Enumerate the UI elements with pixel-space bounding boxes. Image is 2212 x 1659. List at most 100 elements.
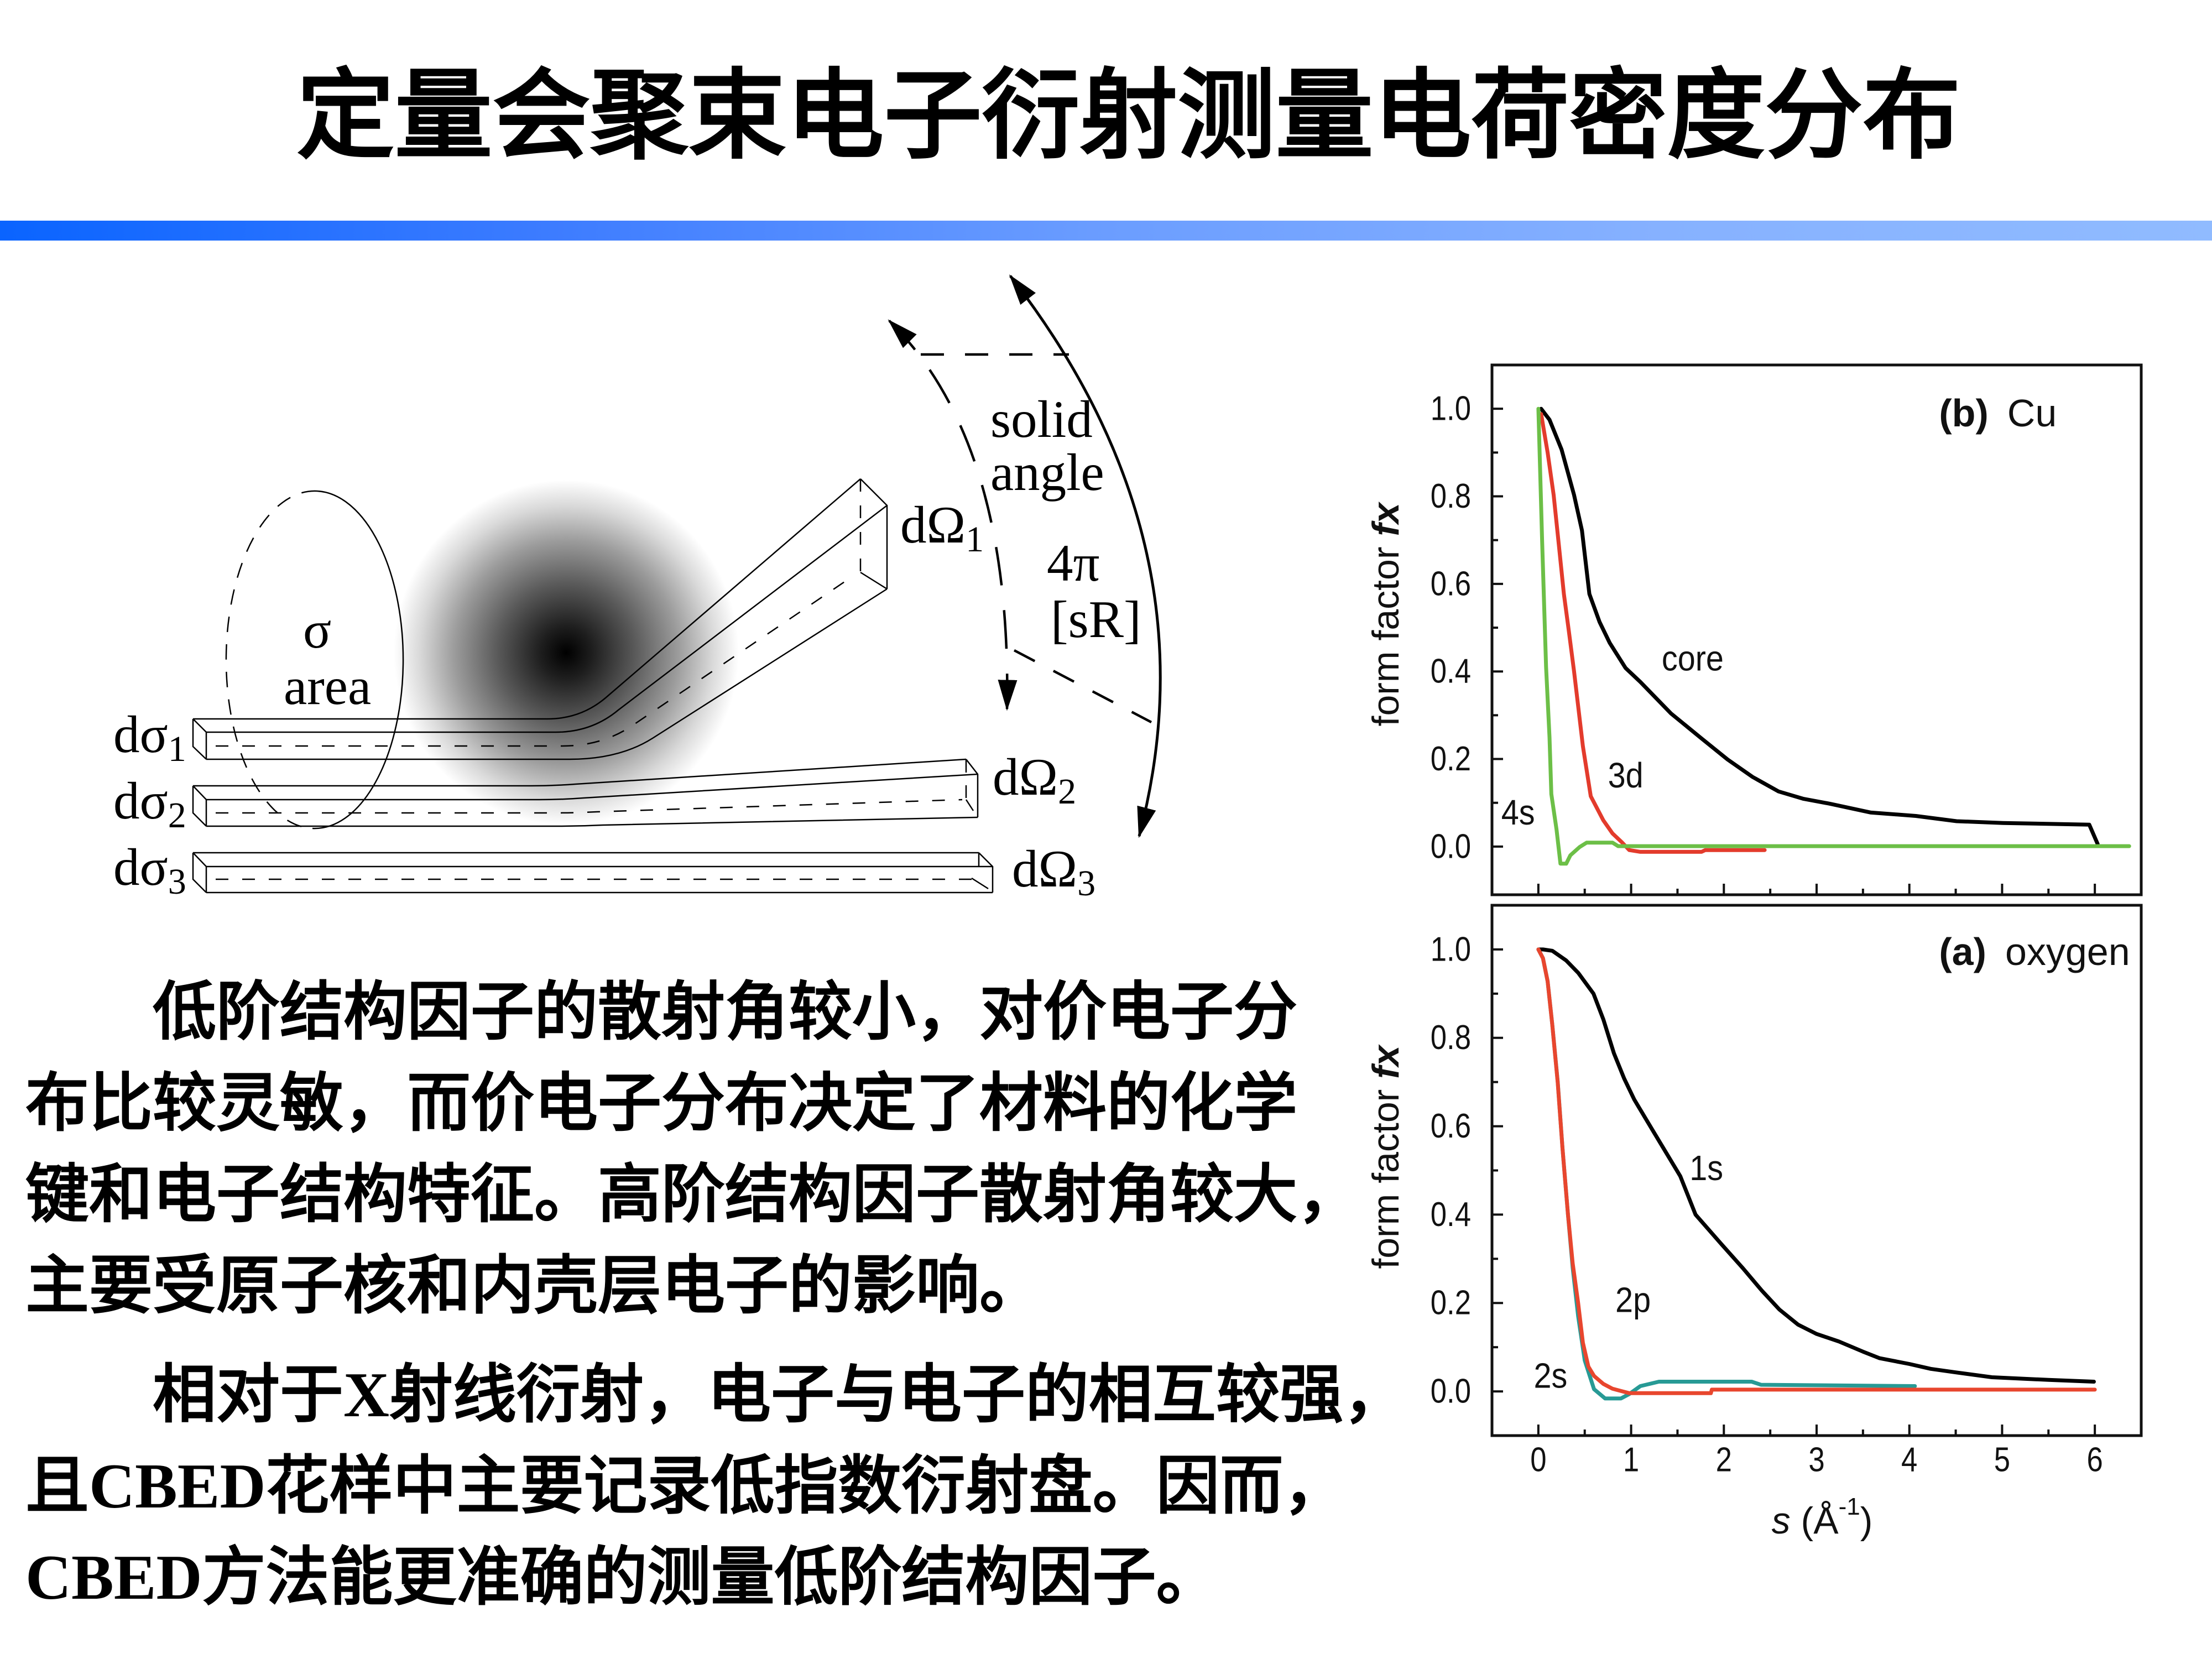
series-layer xyxy=(1536,406,2131,866)
tick-marks xyxy=(1492,948,2096,1436)
label-steradian: [sR] xyxy=(1051,590,1141,649)
x-axis-unit-exponent: -1 xyxy=(1839,1493,1860,1520)
label-solid: solid xyxy=(990,390,1093,448)
label-d-omega-3: dΩ3 xyxy=(1012,839,1095,904)
beam-2 xyxy=(192,758,979,827)
beam-3 xyxy=(192,852,994,894)
curve-labels: 1s 2p 2s xyxy=(1533,1148,1723,1395)
label-d-sigma-1: dσ1 xyxy=(113,705,186,769)
x-tick-label: 4 xyxy=(1901,1441,1917,1479)
y-tick-label: 0.6 xyxy=(1431,1107,1471,1145)
panel-tag: (b) xyxy=(1939,392,1988,435)
curve-label-3d: 3d xyxy=(1608,755,1644,795)
label-subscript: 3 xyxy=(1077,863,1095,904)
x-tick-label: 0 xyxy=(1530,1441,1546,1479)
y-axis-label-symbol: fx xyxy=(1365,501,1407,536)
x-tick-label: 2 xyxy=(1716,1441,1732,1479)
x-tick-label: 6 xyxy=(2086,1441,2103,1479)
y-tick-label: 0.8 xyxy=(1431,1019,1471,1057)
series-layer xyxy=(1536,947,2097,1401)
paragraph-line: 相对于X射线衍射，电子与电子的相互较强， xyxy=(153,1360,1407,1430)
solid-angle-dashed-arrow xyxy=(888,319,1018,711)
paragraph-line: 主要受原子核和内壳层电子的影响。 xyxy=(25,1251,1044,1321)
label-d-sigma-3: dσ3 xyxy=(113,838,186,902)
y-tick-label: 0.4 xyxy=(1431,1196,1471,1234)
curve-label-4s: 4s xyxy=(1501,792,1535,832)
panel-element-name: Cu xyxy=(2007,392,2057,435)
paragraph-line: 键和电子结构特征。高阶结构因子散射角较大， xyxy=(25,1160,1361,1230)
curve-label-core: core xyxy=(1662,639,1724,678)
label-base: dΩ xyxy=(993,748,1058,806)
y-tick-label: 0.2 xyxy=(1431,1284,1471,1322)
ellipse-back-half xyxy=(225,490,317,830)
label-base: dσ xyxy=(113,705,168,764)
scattering-diagram: solid angle 4π [sR] σ area dσ1 dσ2 dσ3 d… xyxy=(113,274,1162,904)
scattering-potential-blob xyxy=(394,480,739,825)
series-1s-line xyxy=(1536,947,2096,1384)
paragraph-line: 且CBED花样中主要记录低指数衍射盘。因而， xyxy=(25,1451,1347,1521)
series-3d-line xyxy=(1539,412,1767,854)
paragraph-line: 布比较灵敏，而价电子分布决定了材料的化学 xyxy=(25,1068,1298,1139)
y-tick-label: 1.0 xyxy=(1431,930,1471,968)
y-tick-label: 0.0 xyxy=(1431,1373,1471,1411)
x-axis-unit: (Å xyxy=(1791,1500,1839,1542)
curve-label-2p: 2p xyxy=(1615,1280,1651,1319)
label-d-omega-2: dΩ2 xyxy=(993,748,1076,812)
solid-angle-bottom-dashed-line xyxy=(1013,649,1152,723)
label-base: dσ xyxy=(113,838,168,896)
plot-frame xyxy=(1490,363,2143,896)
label-base: dΩ xyxy=(900,495,966,554)
y-axis-label: form factor fx xyxy=(1365,501,1407,727)
title-accent-bar xyxy=(0,221,2212,241)
y-tick-label: 0.4 xyxy=(1431,653,1471,691)
x-tick-label: 5 xyxy=(1994,1441,2010,1479)
label-area: area xyxy=(284,657,371,716)
label-subscript: 1 xyxy=(966,519,984,560)
y-tick-label: 0.0 xyxy=(1431,827,1471,865)
x-axis-variable: s xyxy=(1772,1500,1791,1542)
y-tick-labels: 0.0 0.2 0.4 0.6 0.8 1.0 xyxy=(1431,390,1471,866)
label-base: dΩ xyxy=(1012,839,1077,898)
curve-label-1s: 1s xyxy=(1689,1148,1723,1187)
tick-marks xyxy=(1492,408,2096,895)
x-tick-labels: 0 1 2 3 4 5 6 xyxy=(1530,1441,2103,1479)
paragraph-line: CBED方法能更准确的测量低阶结构因子。 xyxy=(25,1542,1220,1613)
x-tick-label: 3 xyxy=(1808,1441,1824,1479)
series-2s-line xyxy=(1536,947,1917,1401)
y-tick-label: 0.6 xyxy=(1431,565,1471,603)
label-subscript: 1 xyxy=(168,729,186,769)
x-tick-label: 1 xyxy=(1623,1441,1639,1479)
label-subscript: 2 xyxy=(168,795,186,836)
y-axis-label-text: form factor xyxy=(1365,536,1407,727)
y-tick-labels: 0.0 0.2 0.4 0.6 0.8 1.0 xyxy=(1431,930,1471,1410)
ellipse-front-half xyxy=(312,490,404,830)
cross-section-ellipse xyxy=(225,490,404,830)
y-axis-label: form factor fx xyxy=(1365,1044,1407,1269)
curve-label-2s: 2s xyxy=(1533,1356,1567,1395)
x-axis-label: s (Å-1) xyxy=(1772,1493,1873,1542)
label-four-pi: 4π xyxy=(1047,534,1099,592)
label-subscript: 3 xyxy=(168,862,186,902)
y-tick-label: 0.2 xyxy=(1431,740,1471,778)
label-base: dσ xyxy=(113,771,168,830)
panel-tag: (a) xyxy=(1939,930,1986,973)
x-axis-unit-close: ) xyxy=(1860,1500,1873,1542)
panel-title: (b) Cu xyxy=(1939,392,2057,435)
label-d-sigma-2: dσ2 xyxy=(113,771,186,836)
series-2p-line xyxy=(1536,947,2097,1395)
paragraph-line: 低阶结构因子的散射角较小，对价电子分 xyxy=(153,977,1298,1047)
label-angle: angle xyxy=(990,443,1104,502)
label-sigma: σ xyxy=(303,601,331,659)
panel-title: (a) oxygen xyxy=(1939,930,2130,973)
series-core-line xyxy=(1539,406,2100,846)
y-tick-label: 1.0 xyxy=(1431,390,1471,428)
panel-cu: 0.0 0.2 0.4 0.6 0.8 1.0 form factor fx core 3d 4s… xyxy=(1365,363,2143,896)
panel-element-name: oxygen xyxy=(2005,930,2130,973)
y-axis-label-text: form factor xyxy=(1365,1079,1407,1269)
curve-labels: core 3d 4s xyxy=(1501,639,1724,832)
y-tick-label: 0.8 xyxy=(1431,477,1471,515)
slide-title: 定量会聚束电子衍射测量电荷密度分布 xyxy=(296,58,1961,173)
label-d-omega-1: dΩ1 xyxy=(900,495,984,560)
